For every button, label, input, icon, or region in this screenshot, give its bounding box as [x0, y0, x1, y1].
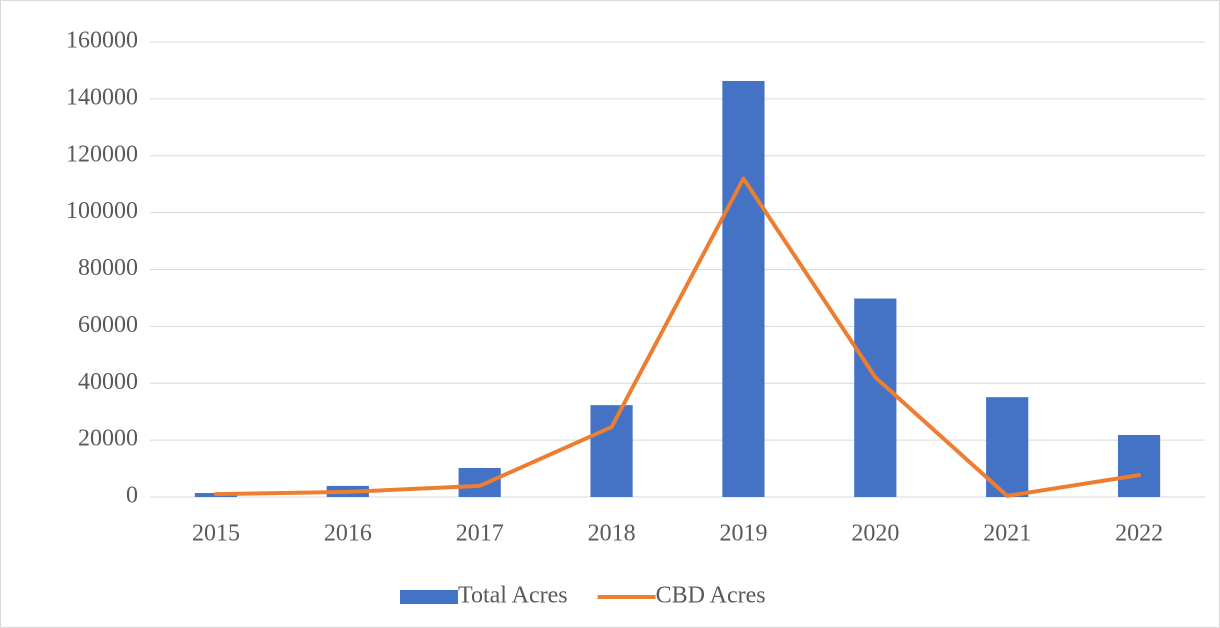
x-tick-label: 2017	[456, 521, 504, 547]
y-tick-label: 0	[126, 483, 138, 509]
bar	[590, 405, 633, 497]
x-tick-label: 2018	[588, 521, 636, 547]
bar	[458, 467, 501, 497]
x-tick-label: 2016	[324, 521, 372, 547]
y-tick-label: 100000	[66, 198, 138, 224]
y-tick-label: 120000	[66, 141, 138, 167]
x-tick-label: 2020	[851, 521, 899, 547]
x-tick-label: 2022	[1115, 521, 1163, 547]
x-tick-label: 2015	[192, 521, 240, 547]
y-tick-label: 20000	[78, 426, 138, 452]
bar	[1117, 435, 1161, 497]
legend-label: Total Acres	[458, 583, 568, 609]
y-tick-label: 160000	[66, 28, 138, 54]
y-tick-label: 80000	[78, 255, 138, 281]
y-tick-label: 140000	[66, 84, 138, 110]
bar	[986, 397, 1029, 497]
legend-label: CBD Acres	[656, 583, 766, 609]
line	[213, 176, 1142, 498]
bar	[854, 298, 897, 497]
legend-swatch	[400, 590, 458, 604]
x-tick-label: 2021	[983, 521, 1031, 547]
bar	[722, 80, 765, 497]
y-tick-label: 40000	[78, 369, 138, 395]
y-tick-label: 60000	[78, 312, 138, 338]
x-tick-label: 2019	[719, 521, 767, 547]
